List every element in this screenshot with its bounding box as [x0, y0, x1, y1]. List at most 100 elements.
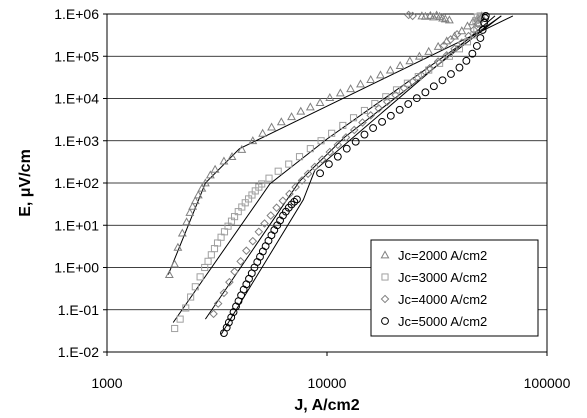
- legend-marker: [380, 250, 390, 259]
- data-point: [297, 176, 307, 185]
- data-point: [177, 228, 187, 237]
- data-point: [185, 207, 195, 216]
- data-point: [285, 160, 293, 168]
- data-point: [220, 228, 229, 236]
- data-point: [293, 195, 301, 204]
- data-point: [182, 217, 192, 226]
- data-point: [325, 92, 335, 101]
- data-point: [478, 25, 487, 34]
- fit-line: [220, 15, 496, 335]
- data-point: [391, 90, 400, 100]
- data-marks: [164, 10, 490, 338]
- data-point: [200, 178, 210, 187]
- data-point: [213, 299, 223, 308]
- data-point: [385, 65, 395, 74]
- data-point: [376, 70, 385, 79]
- fit-line: [167, 15, 514, 275]
- data-point: [248, 136, 258, 145]
- data-point: [266, 211, 276, 220]
- data-point: [473, 13, 481, 21]
- data-point: [196, 273, 204, 281]
- data-point: [205, 170, 215, 179]
- data-point: [473, 25, 481, 33]
- data-point: [234, 208, 242, 216]
- data-point: [342, 144, 351, 153]
- data-point: [414, 73, 422, 81]
- data-point: [285, 189, 294, 199]
- data-point: [335, 88, 345, 97]
- legend-label: Jc=4000 A/cm2: [398, 292, 487, 307]
- data-point: [404, 100, 413, 108]
- data-point: [464, 31, 473, 41]
- legend-marker: [381, 273, 389, 281]
- data-point: [455, 63, 464, 72]
- data-point: [447, 70, 455, 78]
- data-point: [227, 313, 236, 322]
- data-point: [395, 60, 405, 70]
- x-tick-label: 1000: [91, 375, 122, 391]
- data-point: [468, 17, 478, 26]
- data-point: [438, 76, 447, 85]
- data-point: [188, 201, 198, 210]
- y-tick-label: 1.E+00: [54, 260, 99, 276]
- data-point: [251, 187, 259, 195]
- data-point: [317, 137, 325, 145]
- fit-line: [172, 15, 502, 323]
- data-point: [187, 293, 195, 301]
- data-point: [272, 203, 281, 213]
- data-point: [457, 26, 467, 35]
- data-point: [248, 236, 258, 246]
- data-point: [222, 323, 231, 332]
- series-4: [220, 12, 490, 338]
- y-tick-label: 1.E+06: [54, 6, 99, 22]
- y-tick-label: 1.E+05: [54, 48, 99, 64]
- data-point: [237, 144, 247, 153]
- data-point: [463, 21, 472, 30]
- x-tick-label: 100000: [524, 375, 571, 391]
- data-point: [295, 153, 304, 161]
- data-point: [349, 114, 358, 122]
- data-point: [290, 197, 299, 206]
- data-point: [317, 155, 327, 164]
- data-point: [366, 111, 376, 120]
- data-point: [278, 196, 288, 206]
- data-point: [209, 309, 218, 319]
- legend-label: Jc=2000 A/cm2: [398, 248, 487, 263]
- y-tick-label: 1.E-01: [58, 302, 99, 318]
- data-point: [412, 94, 421, 103]
- legend: Jc=2000 A/cm2 Jc=3000 A/cm2 Jc=4000 A/cm2 J…: [370, 239, 539, 337]
- data-point: [420, 11, 430, 20]
- data-point: [191, 283, 199, 291]
- legend-box: [370, 239, 539, 337]
- y-tick-label: 1.E+01: [54, 217, 99, 233]
- x-axis-label: J, A/cm2: [294, 397, 359, 414]
- data-point: [455, 45, 464, 53]
- data-point: [230, 213, 239, 221]
- data-point: [360, 106, 369, 115]
- data-point: [424, 46, 434, 55]
- data-point: [258, 180, 266, 188]
- data-point: [210, 164, 220, 173]
- y-tick-label: 1.E+02: [54, 175, 99, 191]
- data-point: [462, 56, 471, 65]
- data-point: [242, 246, 251, 255]
- data-point: [450, 44, 459, 54]
- data-point: [429, 82, 438, 91]
- y-tick-labels: 1.E-02 1.E-01 1.E+00 1.E+01 1.E+02 1.E+03 1.E+…: [54, 6, 99, 360]
- y-tick-label: 1.E+04: [54, 91, 99, 107]
- data-point: [374, 104, 384, 113]
- data-point: [408, 11, 417, 21]
- data-point: [445, 52, 453, 60]
- data-point: [193, 190, 203, 199]
- data-point: [383, 97, 392, 107]
- data-point: [197, 183, 207, 192]
- data-point: [281, 207, 290, 216]
- series-3: [209, 10, 486, 319]
- data-point: [371, 99, 379, 108]
- data-point: [182, 304, 190, 312]
- data-point: [408, 77, 417, 86]
- data-point: [439, 41, 449, 50]
- data-point: [230, 267, 239, 276]
- data-point: [258, 128, 268, 137]
